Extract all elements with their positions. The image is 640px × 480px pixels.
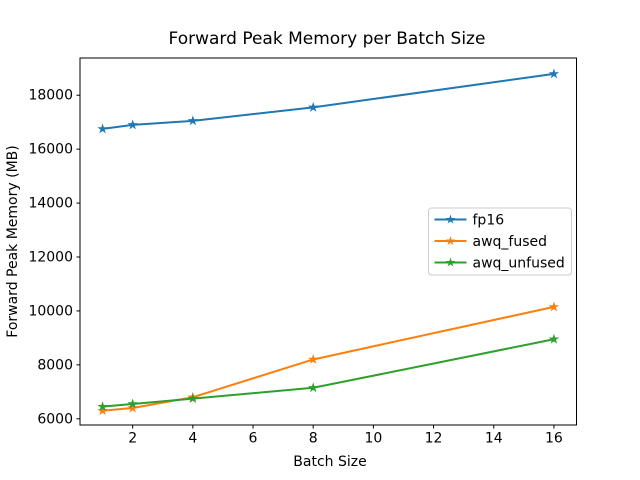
- series-awq_unfused-line: [101, 338, 555, 408]
- legend-awq_unfused-label: awq_unfused: [473, 256, 565, 272]
- legend-awq_unfused-marker: [445, 257, 456, 267]
- x-tick-label: 10: [364, 431, 382, 447]
- axes-frame: [79, 57, 577, 426]
- x-tick-label: 12: [425, 431, 443, 447]
- series-awq_fused-marker: [307, 353, 319, 364]
- series-awq_unfused-marker: [97, 401, 108, 412]
- series-fp16-marker: [548, 68, 560, 79]
- legend-fp16-marker: [445, 214, 456, 224]
- legend-awq_fused-marker: [445, 236, 456, 246]
- series-awq_fused-marker: [127, 402, 138, 413]
- legend-box: [428, 207, 572, 276]
- y-tick-label: 10000: [28, 303, 73, 319]
- y-tick-label: 18000: [28, 88, 73, 104]
- y-tick-label: 6000: [37, 411, 73, 427]
- series-awq_fused-marker: [97, 405, 108, 416]
- y-tick-label: 12000: [28, 250, 73, 266]
- series-fp16-marker: [127, 119, 138, 130]
- series-awq_unfused-marker: [127, 398, 138, 409]
- x-tick-label: 14: [485, 431, 503, 447]
- series-awq_fused-marker: [548, 301, 560, 312]
- series-awq_fused-line: [101, 305, 555, 412]
- chart-title: Forward Peak Memory per Batch Size: [169, 29, 486, 49]
- series-awq_unfused-marker: [187, 393, 199, 404]
- x-tick-label: 8: [309, 431, 318, 447]
- plot-area: 2 4 6 8 10 12 14 16 6000 8000 10000 12000 14000 16000…: [28, 57, 577, 447]
- series-fp16-marker: [187, 115, 199, 126]
- x-axis-label: Batch Size: [293, 454, 366, 470]
- y-axis-label: Forward Peak Memory (MB): [5, 145, 21, 337]
- series-awq_unfused-marker: [548, 333, 560, 344]
- series-fp16-line: [101, 72, 555, 130]
- series-fp16-marker: [307, 101, 319, 112]
- series-fp16-marker: [97, 123, 108, 134]
- y-tick-label: 16000: [28, 142, 73, 158]
- legend-awq_fused-label: awq_fused: [473, 234, 548, 250]
- x-tick-label: 16: [545, 431, 563, 447]
- y-tick-label: 14000: [28, 196, 73, 212]
- y-tick-label: 8000: [37, 357, 73, 373]
- x-tick-label: 4: [188, 431, 197, 447]
- x-tick-label: 6: [249, 431, 258, 447]
- legend-fp16-label: fp16: [473, 213, 505, 229]
- series-awq_unfused-marker: [307, 382, 319, 393]
- x-tick-label: 2: [128, 431, 137, 447]
